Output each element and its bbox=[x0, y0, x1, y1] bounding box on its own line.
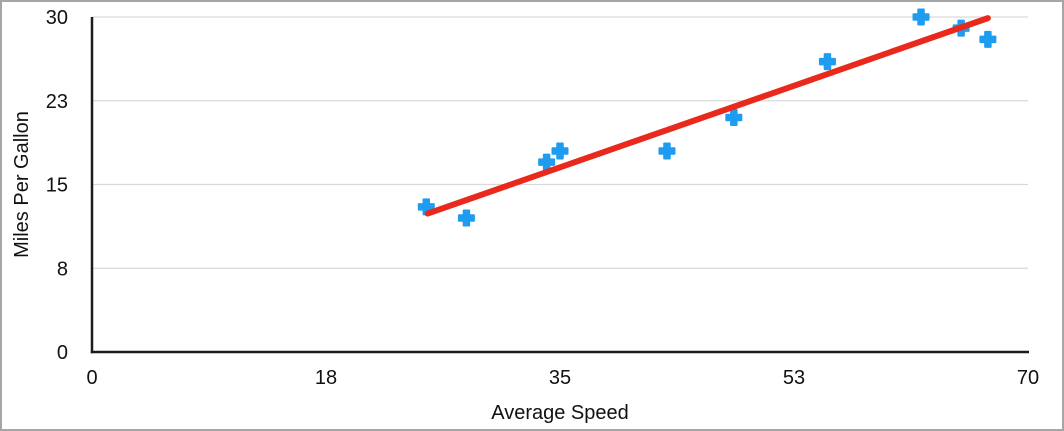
data-points-layer bbox=[417, 8, 997, 227]
y-axis-title: Miles Per Gallon bbox=[11, 111, 33, 258]
data-point-marker bbox=[818, 53, 836, 71]
trendline-layer bbox=[424, 15, 991, 217]
trendline bbox=[424, 15, 991, 217]
x-axis-title: Average Speed bbox=[491, 402, 629, 424]
x-tick-label: 53 bbox=[783, 367, 805, 389]
data-point-marker bbox=[912, 8, 930, 26]
x-tick-label: 70 bbox=[1017, 367, 1039, 389]
y-tick-label: 0 bbox=[57, 342, 68, 364]
x-tick-label: 0 bbox=[86, 367, 97, 389]
data-point-marker bbox=[979, 30, 997, 48]
tick-labels-layer: 0 18 35 53 70 0 8 15 23 30 bbox=[46, 7, 1039, 389]
data-point-marker bbox=[725, 109, 743, 126]
y-tick-label: 30 bbox=[46, 7, 68, 29]
x-tick-label: 35 bbox=[549, 367, 571, 389]
data-point-marker bbox=[551, 142, 569, 160]
data-point-marker bbox=[658, 142, 676, 160]
y-tick-label: 8 bbox=[57, 258, 68, 280]
data-point-marker bbox=[457, 209, 475, 227]
gridlines-layer bbox=[92, 16, 1028, 269]
axes-layer bbox=[90, 17, 1029, 354]
y-tick-label: 15 bbox=[46, 175, 68, 197]
x-tick-label: 18 bbox=[315, 367, 337, 389]
y-tick-label: 23 bbox=[46, 91, 68, 113]
